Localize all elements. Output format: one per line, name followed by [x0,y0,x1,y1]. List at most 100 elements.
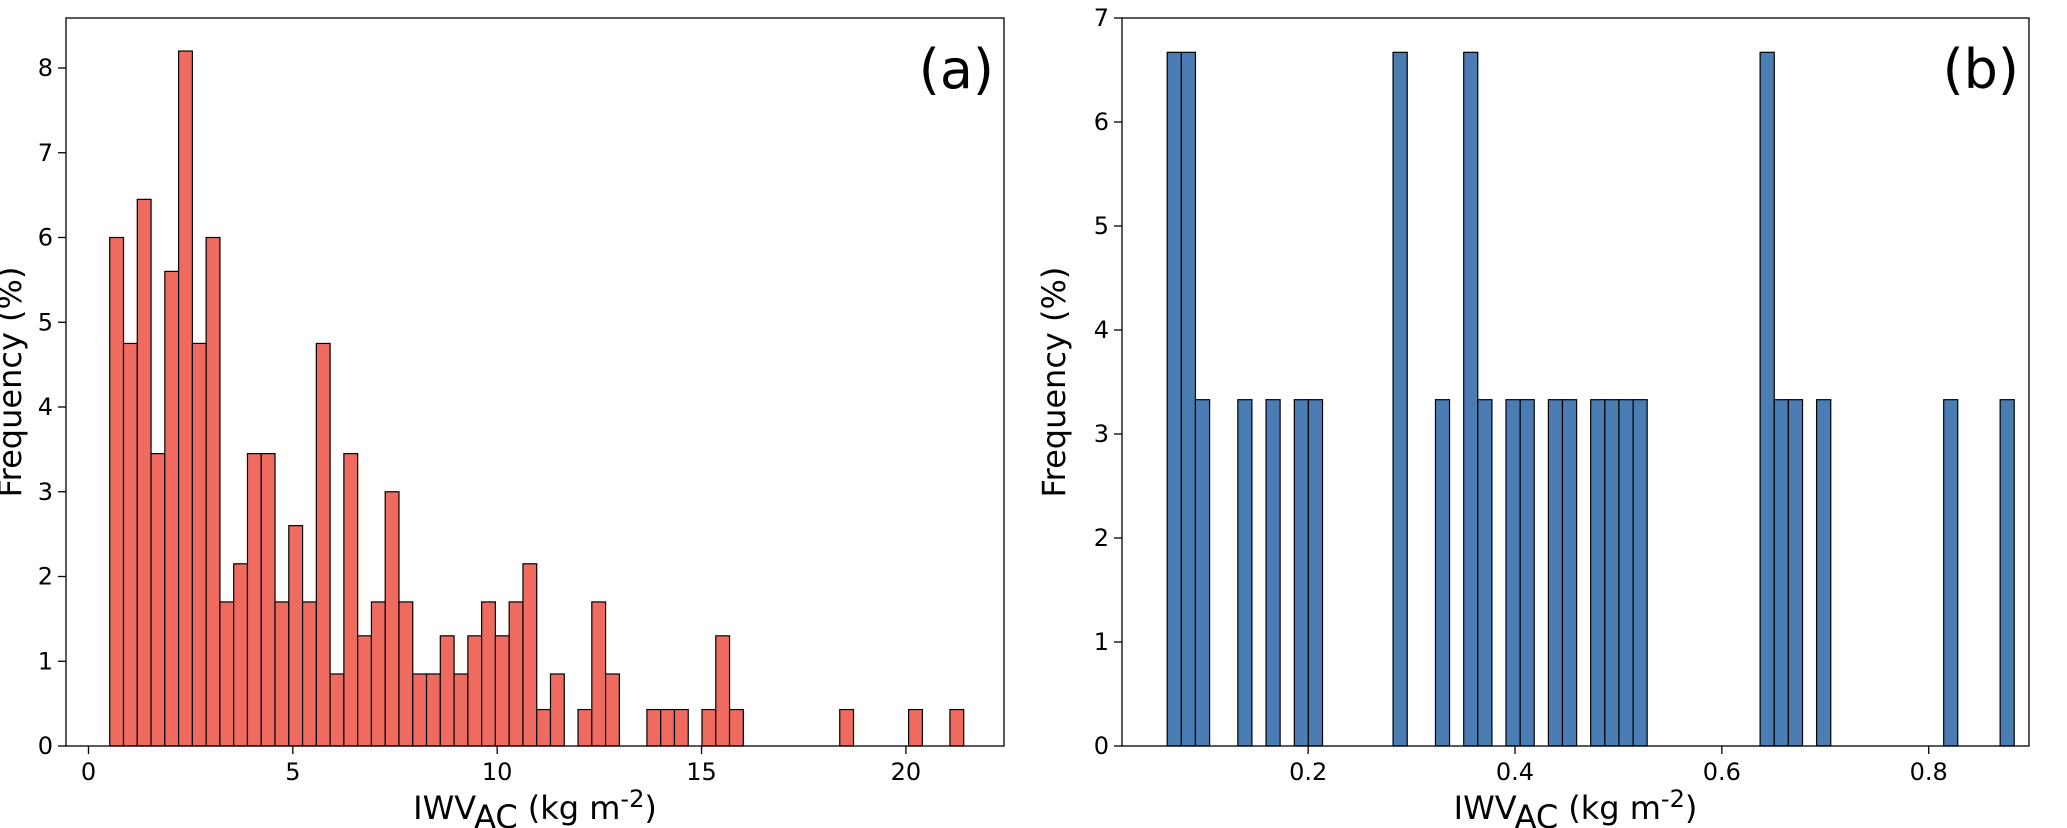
bar [1999,399,2015,747]
y-axis-label: Frequency (%) [1035,267,1073,498]
bar [701,708,717,747]
bar [1237,399,1253,747]
bar [646,708,662,747]
x-label-close: ) [1685,789,1697,827]
bar [288,525,304,747]
x-label-main: IWV [413,789,476,827]
bar [164,270,180,747]
x-axis-label: IWVAC (kg m-2) [413,785,657,828]
bar [205,236,221,747]
bar [728,708,744,747]
axes-frame [1121,17,2030,747]
x-label-sub: AC [474,798,518,828]
bar [1477,399,1493,747]
bar [412,673,428,747]
bar [1590,399,1606,747]
x-tick-label: 15 [686,758,717,786]
bar [1166,51,1182,747]
bar [1604,399,1620,747]
bar [274,601,290,747]
bar [1265,399,1281,747]
bar [219,601,235,747]
bar [1759,51,1775,747]
x-label-unit: (kg m [528,789,621,827]
bar [233,563,249,747]
bar [1519,399,1535,747]
x-tick-label: 5 [285,758,300,786]
bar [660,708,676,747]
x-tick-label: 20 [891,758,922,786]
bar [536,708,552,747]
y-tick-label: 4 [1094,316,1109,344]
bar [1307,399,1324,747]
bar [494,635,510,747]
bar [178,50,193,747]
bar [384,491,400,747]
y-tick-label: 6 [1094,108,1109,136]
x-tick-label: 10 [482,758,513,786]
x-tick-label: 0.2 [1289,758,1327,786]
x-label-main: IWV [1454,789,1517,827]
axes-frame [65,17,1005,747]
y-tick-label: 4 [38,393,53,421]
bar [301,601,317,747]
bar [1787,399,1804,747]
y-tick-label: 0 [1094,732,1109,760]
bar [1561,399,1578,747]
y-tick-label: 5 [38,308,53,336]
bar [949,708,965,747]
bar [1392,51,1408,747]
bar [439,635,455,747]
bar [1434,399,1451,747]
bar [604,673,620,747]
bar [591,601,607,747]
bar [508,601,524,747]
bar [1773,399,1789,747]
bar [549,673,565,747]
bar [1943,399,1959,747]
y-tick-label: 1 [38,647,53,675]
bar [1293,399,1309,747]
bar [577,708,593,747]
y-tick-label: 5 [1094,212,1109,240]
bar [357,635,373,747]
bar [1618,399,1634,747]
y-tick-label: 2 [38,563,53,591]
y-axis-label: Frequency (%) [0,267,29,498]
bar [673,708,689,747]
bar [150,453,166,747]
x-tick-label: 0.4 [1496,758,1534,786]
bar [1194,399,1211,747]
bar [109,236,125,747]
bar [191,342,207,747]
bar [1547,399,1564,747]
bar [1632,399,1648,747]
panel-label: (b) [1943,38,2019,101]
bar [246,453,262,747]
bar [908,708,923,747]
bar [522,563,538,747]
bar [315,342,331,747]
x-tick-label: 0.8 [1910,758,1948,786]
y-tick-label: 3 [38,478,53,506]
bar [122,342,138,747]
x-axis-label: IWVAC (kg m-2) [1454,785,1698,828]
x-label-sup: -2 [1661,785,1685,813]
x-tick-label: 0.6 [1703,758,1741,786]
bar [1815,399,1832,747]
bar [260,453,276,747]
y-tick-label: 8 [38,54,53,82]
bar [839,708,855,747]
bar [425,673,441,747]
bar [370,601,386,747]
bar [1180,51,1197,747]
y-tick-label: 7 [38,139,53,167]
x-label-sup: -2 [620,785,644,813]
bar [1463,51,1479,747]
bar [467,635,483,747]
bar [398,601,414,747]
bar [136,198,152,747]
x-label-close: ) [644,789,656,827]
bar [329,673,345,747]
